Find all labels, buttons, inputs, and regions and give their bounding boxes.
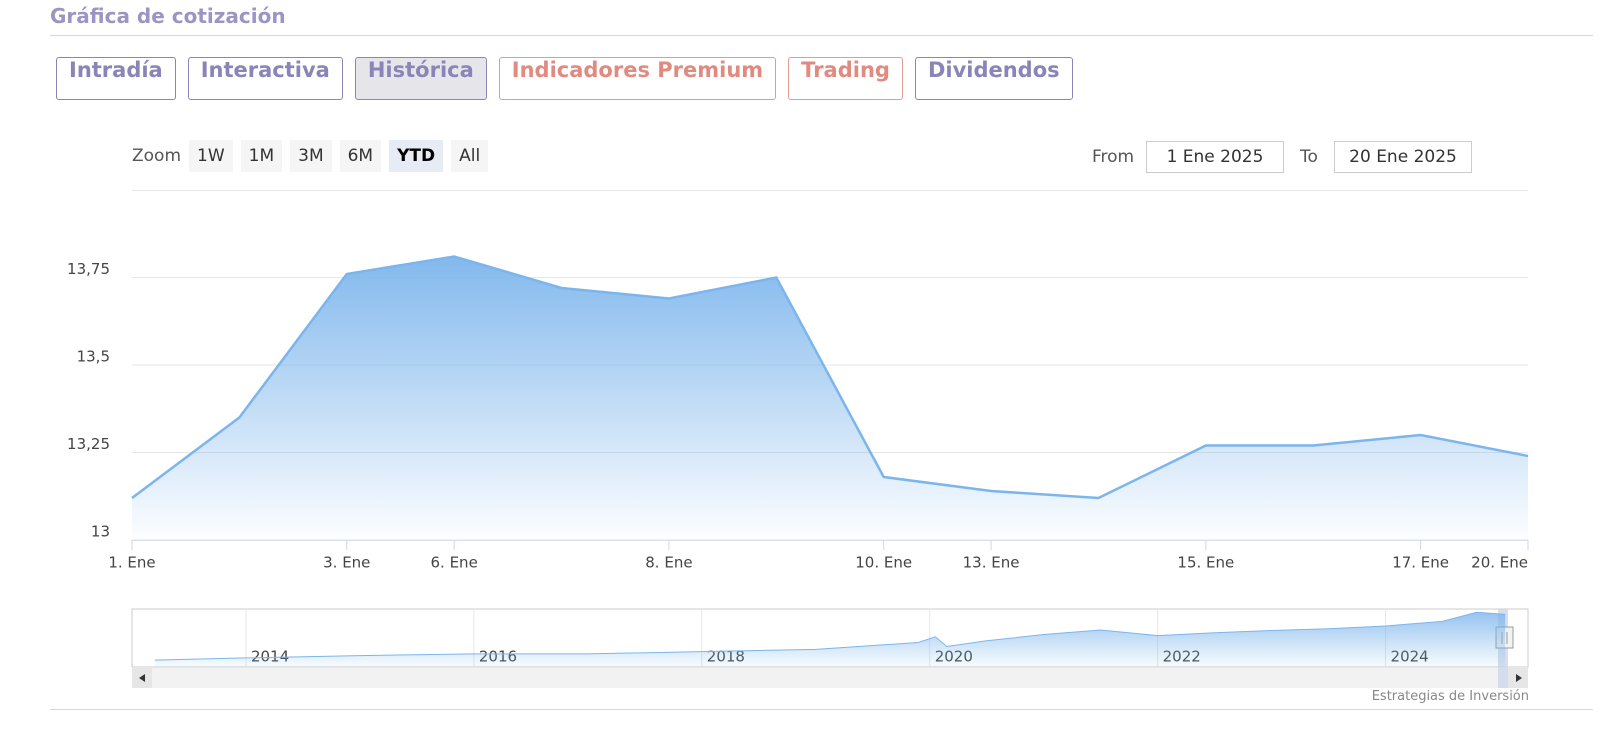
x-tick-label: 1. Ene [108, 554, 155, 572]
x-tick-label: 13. Ene [963, 554, 1020, 572]
x-tick-label: 10. Ene [855, 554, 912, 572]
tab[interactable]: Interactiva [187, 57, 343, 100]
zoom-bar: Zoom 1W 1M 3M 6M YTD All [132, 140, 489, 172]
zoom-button[interactable]: 1W [189, 140, 233, 172]
tab[interactable]: Indicadores Premium [498, 57, 777, 100]
zoom-button[interactable]: 1M [240, 140, 283, 172]
area-fill [132, 256, 1528, 540]
y-tick-label: 13 [91, 523, 110, 541]
divider [50, 709, 1593, 710]
arrow-right [1516, 674, 1522, 682]
tab[interactable]: Dividendos [914, 57, 1073, 100]
to-label: To [1300, 147, 1318, 167]
line [131, 255, 1529, 500]
arrow-left [139, 674, 145, 682]
y-tick-label: 13,5 [77, 348, 110, 366]
credits: Estrategias de Inversión [1371, 689, 1529, 704]
section-title: Gráfica de cotización [50, 4, 286, 28]
x-tick-label: 3. Ene [323, 554, 370, 572]
zoom-button[interactable]: 6M [339, 140, 382, 172]
x-tick-label: 8. Ene [645, 554, 692, 572]
x-tick-label: 6. Ene [431, 554, 478, 572]
scrollbar-track[interactable] [132, 668, 1528, 688]
tab[interactable]: Histórica [354, 57, 487, 100]
zoom-button[interactable]: YTD [389, 140, 444, 172]
x-tick-label: 15. Ene [1177, 554, 1234, 572]
from-input[interactable]: 1 Ene 2025 [1146, 141, 1284, 173]
x-tick-label: 20. Ene [1471, 554, 1528, 572]
zoom-button[interactable]: All [451, 140, 489, 172]
tab[interactable]: Intradía [56, 57, 176, 100]
y-tick-label: 13,75 [67, 260, 110, 278]
x-tick-label: 17. Ene [1392, 554, 1449, 572]
divider [50, 35, 1593, 36]
tabs: Intradía Interactiva Histórica Indicador… [56, 57, 1073, 100]
tab[interactable]: Trading [788, 57, 903, 100]
line [154, 611, 1506, 661]
from-label: From [1092, 147, 1135, 167]
to-input[interactable]: 20 Ene 2025 [1334, 141, 1472, 173]
zoom-button[interactable]: 3M [290, 140, 332, 172]
zoom-label: Zoom [132, 146, 182, 166]
y-tick-label: 13,25 [67, 435, 110, 453]
area-fill [154, 612, 1506, 667]
